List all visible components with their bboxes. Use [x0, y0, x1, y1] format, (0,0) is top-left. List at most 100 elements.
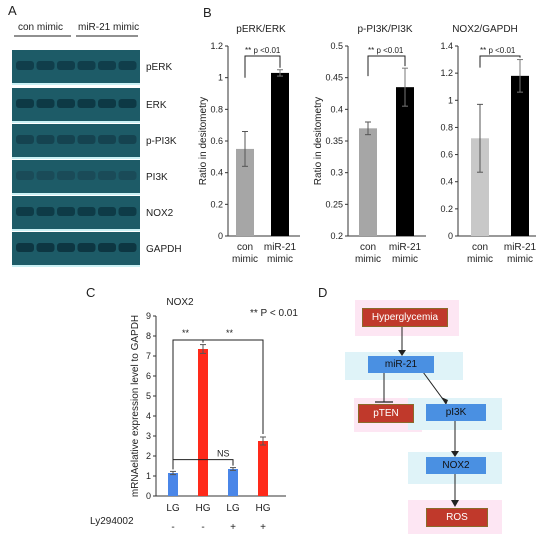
chart0-ytick-label: 0.4	[210, 168, 223, 178]
chart3-ly-sign: -	[171, 522, 174, 533]
chart3-ytick-label: 9	[146, 311, 151, 321]
blot-band	[98, 207, 116, 216]
chart0-ytick-label: 0.2	[210, 199, 223, 209]
chart3-bar-2	[228, 469, 238, 496]
chart3-title: NOX2/GAPDH	[452, 24, 518, 35]
chart4-legend-note: ** P < 0.01	[250, 308, 298, 319]
blot-band	[16, 135, 34, 144]
chart2-category-label: mimic	[467, 254, 493, 265]
lane-group-mir21: miR-21 mimic	[78, 22, 140, 33]
chart3-ylabel: mRNAelative expression level to GAPDH	[130, 315, 141, 497]
chart2-significance-bracket	[479, 55, 521, 68]
panel-letter-c: C	[86, 285, 96, 300]
chart3-ytick-label: 7	[146, 351, 151, 361]
blot-row-separator	[12, 157, 140, 159]
blot-band	[16, 171, 34, 180]
blot-band	[98, 243, 116, 252]
chart2-ytick-label: 0.6	[440, 150, 453, 160]
chart2-ytick-label: 1.4	[440, 41, 453, 51]
node-ros: ROS	[426, 508, 488, 527]
chart3-sig-1: **	[182, 328, 190, 338]
chart3-ly-sign: +	[260, 522, 266, 533]
chart1-category-label: mimic	[392, 254, 418, 265]
chart3-bar-1	[198, 349, 208, 496]
blot-band	[77, 135, 96, 144]
chart3-ytick-label: 4	[146, 411, 151, 421]
chart2-ytick-label: 1.2	[440, 68, 453, 78]
ly294002-label: Ly294002	[90, 516, 134, 527]
chart3-ytick-label: 1	[146, 471, 151, 481]
chart3-bracket-ns	[172, 459, 234, 470]
chart2-ytick-label: 1	[448, 95, 453, 105]
blot-label-perk: pERK	[146, 62, 173, 73]
chart1-category-label: mimic	[355, 254, 381, 265]
chart2-title: p-PI3K/PI3K	[357, 24, 413, 35]
chart2-category-label: mimic	[507, 254, 533, 265]
chart3-ytick-label: 6	[146, 371, 151, 381]
chart1-ytick-label: 0.5	[330, 41, 343, 51]
blot-row-separator	[12, 121, 140, 123]
chart3-ytick-label: 8	[146, 331, 151, 341]
chart0-category-label: mimic	[267, 254, 293, 265]
chart1-ytick-label: 0.25	[325, 199, 343, 209]
chart2-ytick-label: 0.4	[440, 177, 453, 187]
chart3-bar-3	[258, 441, 268, 496]
blot-band	[118, 207, 137, 216]
blot-band	[118, 171, 137, 180]
blot-band	[118, 135, 137, 144]
chart1-ylabel: Ratio in desitometry	[313, 97, 324, 185]
chart0-category-label: miR-21	[264, 242, 297, 253]
chart1-ytick-label: 0.45	[325, 73, 343, 83]
chart3-sig-ns: NS	[217, 449, 230, 459]
blot-band	[57, 243, 75, 252]
chart0-ytick-label: 1.2	[210, 41, 223, 51]
chart1-category-label: con	[360, 242, 376, 253]
chart0-bar-1	[271, 72, 289, 237]
blot-band	[98, 99, 116, 108]
chart2-category-label: con	[472, 242, 488, 253]
chart1-category-label: miR-21	[389, 242, 422, 253]
chart1-annotation: ** p <0.01	[368, 46, 404, 55]
chart1-significance-bracket	[367, 55, 406, 77]
blot-band	[98, 171, 116, 180]
chart0-ytick-label: 0.8	[210, 104, 223, 114]
blot-band	[36, 171, 55, 180]
blot-row-separator	[12, 193, 140, 195]
blot-band	[57, 171, 75, 180]
blot-band	[77, 243, 96, 252]
blot-row-separator	[12, 229, 140, 231]
blot-label-pi3k: PI3K	[146, 172, 168, 183]
chart0-annotation: ** p <0.01	[245, 46, 281, 55]
chart3-category-label: LG	[226, 503, 240, 514]
node-pten: pTEN	[358, 404, 414, 423]
panel-letter-b: B	[203, 5, 212, 20]
chart3-ytick-label: 3	[146, 431, 151, 441]
panel-letter-d: D	[318, 285, 328, 300]
blot-band	[98, 135, 116, 144]
blot-band	[16, 99, 34, 108]
blot-band	[77, 171, 96, 180]
blot-label-nox2: NOX2	[146, 208, 174, 219]
chart3-ytick-label: 2	[146, 451, 151, 461]
blot-band	[36, 243, 55, 252]
chart1-ytick-label: 0.2	[330, 231, 343, 241]
chart1-ytick-label: 0.3	[330, 168, 343, 178]
blot-band	[57, 61, 75, 70]
blot-label-erk: ERK	[146, 100, 167, 111]
blot-label-gapdh: GAPDH	[146, 244, 182, 255]
chart2-ytick-label: 0.8	[440, 122, 453, 132]
chart0-ytick-label: 0	[218, 231, 223, 241]
blot-band	[36, 99, 55, 108]
chart2-ytick-label: 0	[448, 231, 453, 241]
blot-row-separator	[12, 265, 140, 267]
chart3-bar-0	[168, 473, 178, 496]
lane-group-con: con mimic	[18, 22, 64, 33]
node-hyperglycemia: Hyperglycemia	[362, 308, 448, 327]
chart1-ytick-label: 0.4	[330, 104, 343, 114]
blot-band	[57, 207, 75, 216]
blot-band	[36, 207, 55, 216]
blot-band	[16, 207, 34, 216]
node-nox2: NOX2	[426, 457, 486, 474]
